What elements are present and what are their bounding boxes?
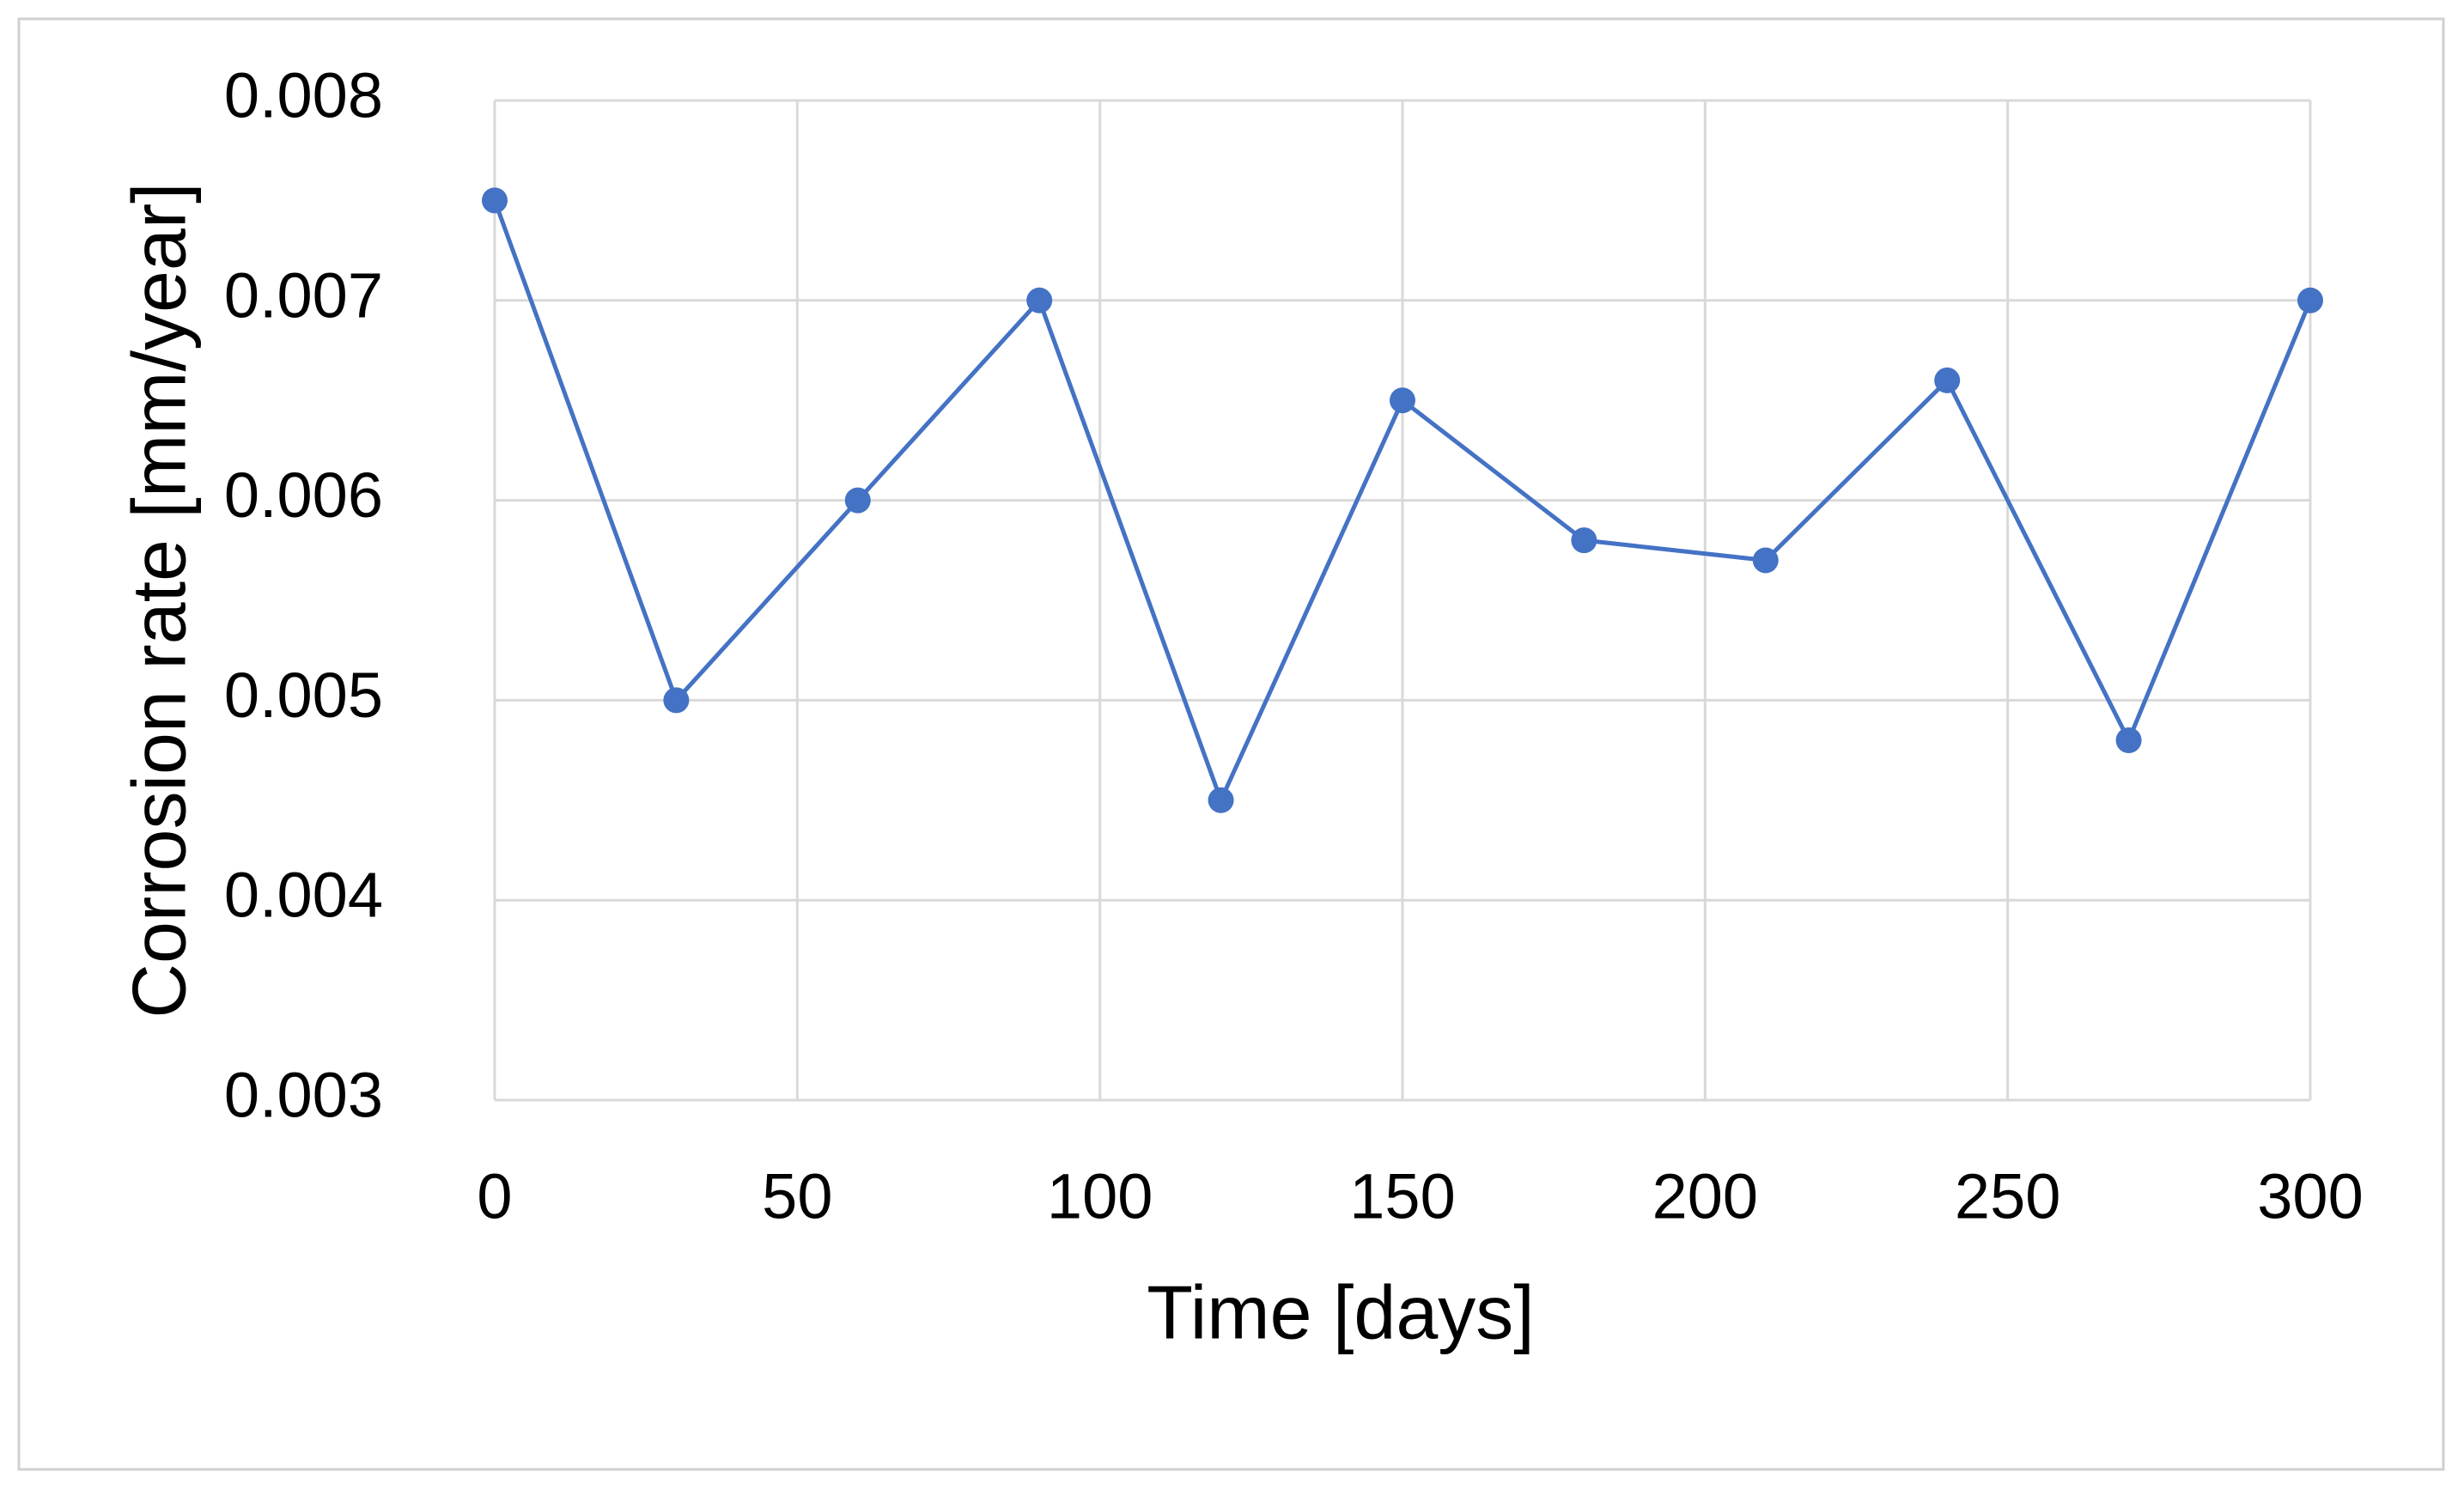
data-point — [1208, 787, 1234, 813]
x-axis-title: Time [days] — [1147, 1269, 1535, 1354]
y-tick-label: 0.008 — [224, 60, 383, 131]
y-axis-title: Corrosion rate [mm/year] — [116, 182, 201, 1018]
y-tick-label: 0.007 — [224, 259, 383, 331]
data-point — [1390, 387, 1415, 414]
data-point — [482, 187, 508, 214]
x-tick-label: 200 — [1652, 1161, 1758, 1232]
data-point — [1026, 287, 1053, 313]
x-tick-label: 150 — [1349, 1161, 1455, 1232]
data-point — [844, 487, 871, 514]
y-tick-label: 0.006 — [224, 459, 383, 531]
x-tick-label: 250 — [1955, 1161, 2060, 1232]
y-tick-label: 0.005 — [224, 660, 383, 731]
data-point — [1571, 527, 1597, 554]
data-point — [663, 687, 690, 714]
data-point — [1934, 367, 1961, 393]
x-tick-label: 300 — [2257, 1161, 2363, 1232]
data-point — [1752, 547, 1779, 574]
x-tick-label: 50 — [762, 1161, 832, 1232]
data-point — [2115, 727, 2142, 753]
y-tick-label: 0.004 — [224, 860, 383, 931]
x-tick-label: 0 — [477, 1161, 512, 1232]
x-tick-label: 100 — [1047, 1161, 1153, 1232]
y-tick-label: 0.003 — [224, 1060, 383, 1131]
chart-border — [17, 17, 2445, 1471]
data-point — [2297, 287, 2323, 313]
